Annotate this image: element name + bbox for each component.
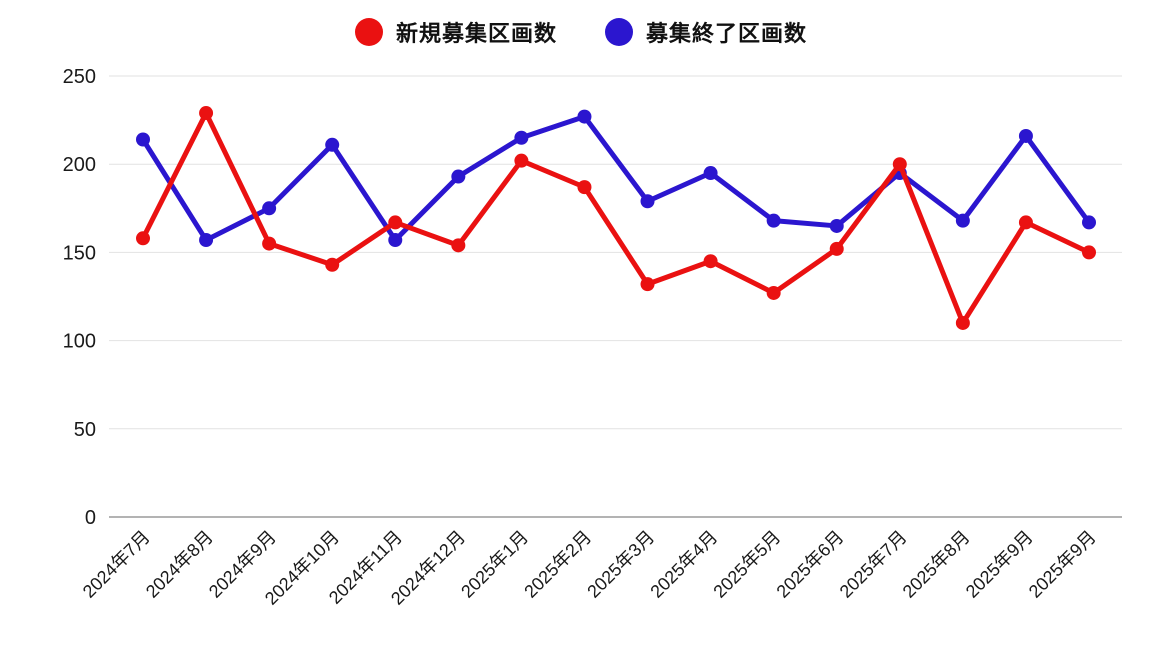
data-point-series0-12[interactable]: [892, 157, 907, 172]
data-point-series0-11[interactable]: [829, 241, 844, 256]
data-point-series1-6[interactable]: [514, 130, 529, 145]
chart-legend: 新規募集区画数 募集終了区画数: [0, 16, 1162, 48]
legend-item-closed-listings[interactable]: 募集終了区画数: [605, 16, 807, 48]
y-tick-label: 250: [63, 66, 96, 88]
y-tick-label: 200: [63, 154, 96, 176]
series-line-1: [140, 114, 1092, 243]
data-point-series1-13[interactable]: [955, 213, 970, 228]
data-point-series0-5[interactable]: [451, 238, 466, 253]
data-point-series1-7[interactable]: [577, 109, 592, 124]
data-point-series0-13[interactable]: [955, 315, 970, 330]
x-tick-label: 2025年9月: [962, 527, 1037, 602]
x-tick-label: 2024年7月: [79, 527, 154, 602]
x-tick-label: 2025年2月: [520, 527, 595, 602]
y-tick-label: 0: [85, 507, 96, 529]
x-tick-label: 2025年5月: [709, 527, 784, 602]
data-point-series1-9[interactable]: [703, 166, 718, 181]
data-point-series1-3[interactable]: [325, 137, 340, 152]
data-point-series0-7[interactable]: [577, 180, 592, 195]
x-tick-label: 2025年1月: [457, 527, 532, 602]
y-tick-label: 50: [74, 419, 96, 441]
data-point-series0-14[interactable]: [1018, 215, 1033, 230]
series-line-0: [140, 110, 1092, 326]
data-point-series0-2[interactable]: [262, 236, 277, 251]
data-point-series1-1[interactable]: [199, 233, 214, 248]
data-point-series0-10[interactable]: [766, 285, 781, 300]
data-point-series0-1[interactable]: [199, 106, 214, 121]
data-point-series1-8[interactable]: [640, 194, 655, 209]
data-point-series1-2[interactable]: [262, 201, 277, 216]
data-point-series0-9[interactable]: [703, 254, 718, 269]
data-point-series0-4[interactable]: [388, 215, 403, 230]
data-point-series0-8[interactable]: [640, 277, 655, 292]
data-point-series0-15[interactable]: [1082, 245, 1096, 260]
x-tick-label: 2025年7月: [836, 527, 911, 602]
x-tick-label: 2025年4月: [646, 527, 721, 602]
x-tick-label: 2025年3月: [583, 527, 658, 602]
legend-label-closed-listings: 募集終了区画数: [646, 21, 808, 46]
data-point-series0-6[interactable]: [514, 153, 529, 168]
data-point-series1-15[interactable]: [1082, 215, 1096, 230]
data-point-series1-4[interactable]: [388, 233, 403, 248]
y-tick-label: 150: [63, 242, 96, 264]
x-tick-label: 2025年6月: [773, 527, 848, 602]
x-tick-label: 2025年9月: [1025, 527, 1100, 602]
legend-label-new-listings: 新規募集区画数: [395, 21, 557, 46]
x-tick-label: 2025年8月: [899, 527, 974, 602]
y-tick-label: 100: [63, 331, 96, 353]
data-point-series0-0[interactable]: [136, 231, 150, 246]
data-point-series0-3[interactable]: [325, 257, 340, 272]
data-point-series1-11[interactable]: [829, 218, 844, 233]
data-point-series1-14[interactable]: [1018, 128, 1033, 143]
data-point-series1-5[interactable]: [451, 169, 466, 184]
legend-marker-red-icon: [354, 18, 383, 46]
x-tick-label: 2024年8月: [142, 527, 217, 602]
legend-item-new-listings[interactable]: 新規募集区画数: [354, 16, 557, 48]
data-point-series1-10[interactable]: [766, 213, 781, 228]
legend-marker-blue-icon: [605, 18, 633, 46]
data-point-series1-0[interactable]: [136, 132, 150, 147]
